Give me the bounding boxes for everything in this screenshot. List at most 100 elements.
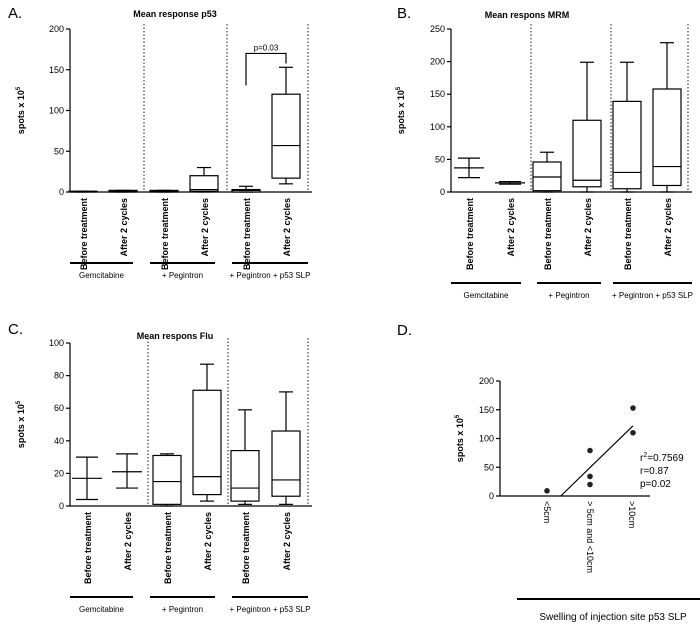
- x-tick-label: Before treatment: [83, 512, 93, 584]
- box-4: [572, 61, 602, 193]
- y-tick-label: 200: [430, 57, 445, 67]
- x-tick-label: Before treatment: [241, 512, 251, 584]
- y-axis-label: spots x 105: [16, 400, 26, 448]
- panel-a: A. Mean response p53 0 50 100 150 200 spots x 1…: [8, 5, 312, 280]
- box-4: [189, 166, 219, 193]
- x-tick-label: <5cm: [542, 501, 552, 523]
- y-tick-label: 50: [435, 154, 445, 164]
- y-tick-label: 200: [49, 24, 64, 34]
- box-iqr: [612, 100, 642, 190]
- box-2: [112, 453, 142, 489]
- x-tick-label: > 5cm and <10cm: [585, 501, 595, 573]
- panel-b: B. Mean respons MRM 0 50 100 150 200 250 spots x…: [396, 5, 693, 300]
- group-label: Gemcitabine: [464, 291, 509, 300]
- box-iqr: [271, 93, 301, 179]
- y-axis-label-exponent: 5: [16, 86, 22, 90]
- y-tick-label: 150: [430, 89, 445, 99]
- group-label: + Pegintron + p53 SLP: [612, 291, 693, 300]
- y-tick-label: 80: [54, 371, 64, 381]
- y-axis-label: spots x 105: [455, 414, 465, 462]
- x-tick-label: Before treatment: [160, 198, 170, 270]
- x-tick-label: After 2 cycles: [119, 198, 129, 257]
- data-point: [630, 429, 636, 436]
- x-tick-label: Before treatment: [163, 512, 173, 584]
- x-tick-label: Before treatment: [623, 198, 633, 270]
- panel-letter: A.: [8, 5, 22, 22]
- y-tick-label: 100: [430, 122, 445, 132]
- y-tick-label: 100: [49, 338, 64, 348]
- p-value-annotation: p=0.03: [254, 43, 279, 52]
- box-iqr: [192, 389, 222, 496]
- panel-letter: B.: [397, 5, 411, 22]
- r-squared-exponent: 2: [643, 452, 647, 459]
- panel-letter: D.: [397, 322, 412, 339]
- group-label: + Pegintron: [548, 291, 589, 300]
- x-tick-label: After 2 cycles: [506, 198, 516, 257]
- group-label: + Pegintron + p53 SLP: [230, 271, 311, 280]
- box-6: [271, 66, 301, 185]
- y-axis-label-exponent: 5: [396, 86, 402, 90]
- data-point: [587, 473, 593, 480]
- box-1: [454, 157, 484, 179]
- group-label: Gemcitabine: [79, 605, 124, 614]
- y-tick-label: 0: [489, 491, 494, 501]
- box-2: [108, 189, 138, 193]
- y-axis-label: spots x 105: [16, 86, 26, 134]
- box-6: [271, 391, 301, 505]
- y-tick-label: 100: [49, 106, 64, 116]
- p-value-label: p=0.02: [640, 479, 671, 490]
- x-tick-label: >10cm: [627, 501, 637, 528]
- box-5: [230, 409, 260, 505]
- y-axis-label-text: spots x 10: [455, 418, 465, 462]
- y-tick-label: 50: [484, 462, 494, 472]
- y-axis-label-text: spots x 10: [396, 90, 406, 134]
- y-tick-label: 50: [54, 146, 64, 156]
- box-3: [532, 151, 562, 193]
- x-tick-label: Before treatment: [465, 198, 475, 270]
- y-tick-label: 100: [479, 434, 494, 444]
- box-5: [231, 185, 261, 193]
- box-iqr: [152, 454, 182, 505]
- chart-title: Mean respons Flu: [137, 331, 214, 341]
- significance-bracket: [245, 52, 287, 86]
- x-tick-label: After 2 cycles: [123, 512, 133, 571]
- y-axis-label-text: spots x 10: [16, 90, 26, 134]
- y-axis-label-exponent: 5: [455, 414, 461, 418]
- y-axis-label-exponent: 5: [16, 400, 22, 404]
- y-tick-label: 0: [59, 187, 64, 197]
- box-1: [72, 456, 102, 501]
- x-tick-label: Before treatment: [543, 198, 553, 270]
- r-squared-base: r: [640, 453, 644, 464]
- x-tick-label: After 2 cycles: [663, 198, 673, 257]
- y-tick-label: 60: [54, 403, 64, 413]
- group-label: + Pegintron: [162, 605, 203, 614]
- x-tick-label: After 2 cycles: [282, 198, 292, 257]
- chart-title: Mean respons MRM: [485, 10, 570, 20]
- r-squared-value: =0.7569: [647, 453, 684, 464]
- group-label: + Pegintron + p53 SLP: [230, 605, 311, 614]
- y-tick-label: 40: [54, 436, 64, 446]
- x-tick-label: After 2 cycles: [282, 512, 292, 571]
- data-point: [587, 481, 593, 488]
- box-iqr: [572, 119, 602, 188]
- y-axis-label-text: spots x 10: [16, 404, 26, 448]
- data-point: [544, 488, 550, 494]
- data-point: [587, 447, 593, 454]
- box-2: [495, 180, 525, 185]
- group-label: + Pegintron: [162, 271, 203, 280]
- regression-line: [560, 425, 634, 497]
- y-tick-label: 0: [59, 501, 64, 511]
- group-label: Gemcitabine: [79, 271, 124, 280]
- box-4: [192, 363, 222, 502]
- y-tick-label: 150: [479, 405, 494, 415]
- r-squared-label: r2=0.7569: [640, 452, 684, 464]
- box-3: [149, 189, 179, 193]
- box-iqr: [230, 449, 260, 502]
- box-iqr: [532, 161, 562, 192]
- y-tick-label: 150: [49, 65, 64, 75]
- x-axis-title: Swelling of injection site p53 SLP: [539, 612, 687, 623]
- x-tick-label: After 2 cycles: [203, 512, 213, 571]
- box-iqr: [652, 88, 682, 187]
- panel-d: D. 0 50 100 150 200 spots x 105 <5cm > 5cm and <…: [397, 322, 700, 623]
